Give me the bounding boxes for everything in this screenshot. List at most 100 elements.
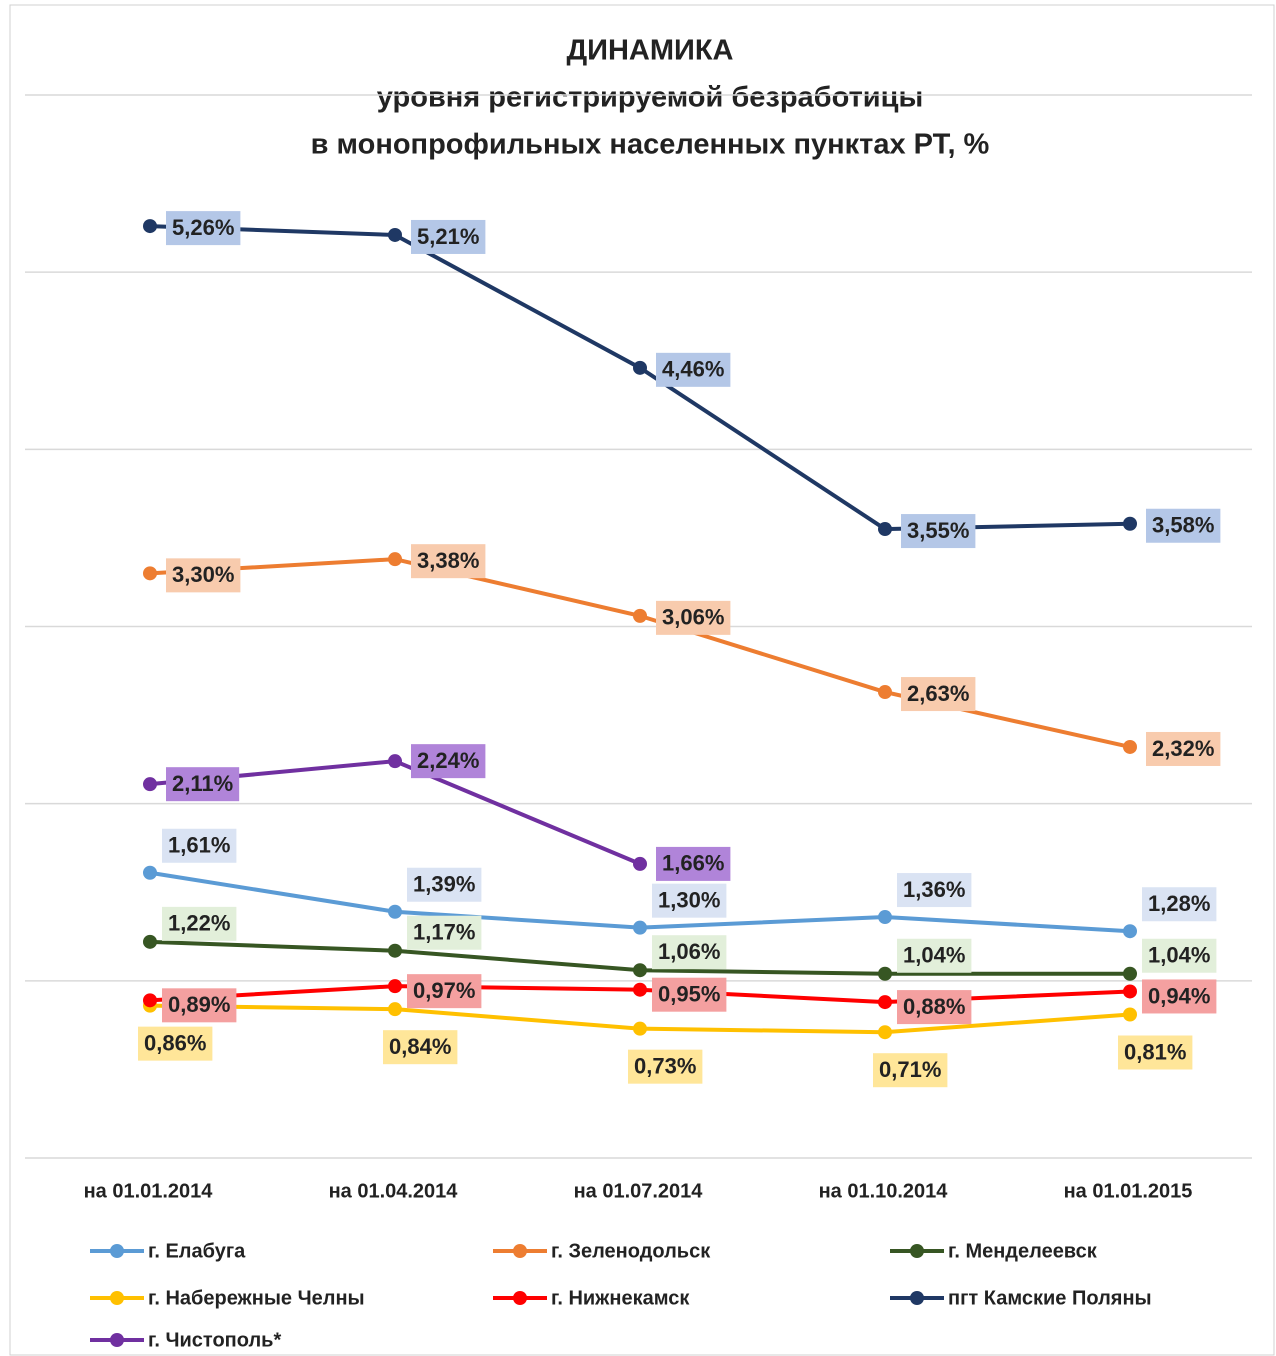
data-point: [143, 777, 157, 792]
legend-marker: [513, 1291, 527, 1305]
data-label-group: 2,24%: [411, 744, 486, 779]
data-label: 2,24%: [417, 748, 479, 773]
data-label: 3,58%: [1152, 513, 1214, 538]
x-tick-label: на 01.01.2014: [84, 1180, 214, 1202]
data-label-group: 1,30%: [652, 883, 727, 918]
data-label-group: 1,39%: [407, 867, 482, 902]
legend-marker: [513, 1244, 527, 1258]
data-label: 2,32%: [1152, 736, 1214, 761]
data-label: 4,46%: [662, 357, 724, 382]
data-label: 1,36%: [903, 877, 965, 902]
data-label-group: 1,61%: [162, 828, 237, 863]
data-label: 3,55%: [907, 518, 969, 543]
data-label-box: [407, 915, 482, 950]
data-label-box: [656, 352, 731, 387]
legend-marker: [110, 1333, 124, 1347]
data-label: 3,30%: [172, 562, 234, 587]
data-label: 0,89%: [168, 992, 230, 1017]
data-point: [878, 522, 892, 537]
data-label: 3,38%: [417, 548, 479, 573]
data-label-box: [652, 935, 727, 970]
data-label-box: [1142, 938, 1217, 973]
data-label-box: [1146, 731, 1221, 766]
data-label: 1,61%: [168, 833, 230, 858]
data-label: 1,39%: [413, 872, 475, 897]
x-tick-label: на 01.10.2014: [819, 1180, 949, 1202]
data-label: 1,17%: [413, 920, 475, 945]
data-label-box: [166, 558, 241, 593]
data-label-group: 3,38%: [411, 544, 486, 579]
data-label-group: 1,36%: [897, 873, 972, 908]
x-tick-label: на 01.07.2014: [574, 1180, 704, 1202]
data-point: [1123, 984, 1137, 999]
data-label-box: [897, 990, 972, 1025]
data-label-group: 1,66%: [656, 846, 731, 881]
data-label-box: [162, 906, 237, 941]
data-point: [1123, 966, 1137, 981]
data-point: [1123, 516, 1137, 531]
data-point: [878, 1025, 892, 1040]
data-point: [878, 910, 892, 925]
data-label-box: [1142, 979, 1217, 1014]
data-label-group: 3,58%: [1146, 508, 1221, 543]
data-label-group: 1,28%: [1142, 887, 1217, 922]
data-label-box: [873, 1053, 948, 1088]
data-label-box: [901, 514, 976, 549]
data-label: 0,88%: [903, 994, 965, 1019]
data-label: 1,66%: [662, 851, 724, 876]
data-label: 0,97%: [413, 978, 475, 1003]
data-label-group: 0,89%: [162, 988, 237, 1023]
data-label-box: [656, 846, 731, 881]
data-point: [143, 865, 157, 880]
data-label-box: [138, 1026, 213, 1061]
data-label-group: 1,22%: [162, 906, 237, 941]
data-point: [633, 963, 647, 978]
data-label-group: 1,04%: [1142, 938, 1217, 973]
data-label-group: 0,95%: [652, 977, 727, 1012]
legend-label: г. Чистополь*: [148, 1329, 281, 1351]
data-point: [633, 608, 647, 623]
legend-label: г. Нижнекамск: [551, 1287, 690, 1309]
data-label-box: [383, 1030, 458, 1065]
legend-label: г. Набережные Челны: [148, 1287, 365, 1309]
data-point: [633, 360, 647, 375]
data-label-box: [162, 828, 237, 863]
data-label-group: 1,04%: [897, 938, 972, 973]
chart-subtitle: в монопрофильных населенных пунктах РТ, …: [311, 129, 990, 161]
data-label-group: 5,26%: [166, 211, 241, 246]
data-point: [633, 982, 647, 997]
data-label-box: [652, 977, 727, 1012]
data-point: [1123, 739, 1137, 754]
data-label-box: [901, 677, 976, 712]
data-label-group: 3,55%: [901, 514, 976, 549]
data-label: 3,06%: [662, 605, 724, 630]
chart-title: ДИНАМИКА: [566, 35, 733, 67]
data-label-group: 0,81%: [1118, 1035, 1193, 1070]
data-label: 2,11%: [172, 771, 233, 796]
data-point: [1123, 1007, 1137, 1022]
data-label-group: 1,17%: [407, 915, 482, 950]
data-label: 0,84%: [389, 1034, 451, 1059]
legend-marker: [910, 1291, 924, 1305]
data-label: 1,04%: [903, 943, 965, 968]
data-label-box: [407, 867, 482, 902]
data-label-group: 0,97%: [407, 974, 482, 1009]
data-label-box: [411, 744, 486, 779]
data-label-group: 3,30%: [166, 558, 241, 593]
data-label-group: 0,84%: [383, 1030, 458, 1065]
data-point: [143, 993, 157, 1008]
data-label-group: 0,71%: [873, 1053, 948, 1088]
data-point: [388, 1002, 402, 1017]
data-label: 0,86%: [144, 1030, 206, 1055]
legend-label: г. Менделеевск: [948, 1240, 1098, 1262]
data-label-box: [411, 219, 486, 254]
legend-label: г. Зеленодольск: [551, 1240, 711, 1262]
data-label: 0,94%: [1148, 983, 1210, 1008]
data-label-group: 1,06%: [652, 935, 727, 970]
data-label-group: 5,21%: [411, 219, 486, 254]
data-label: 5,26%: [172, 215, 234, 240]
data-label: 1,04%: [1148, 943, 1210, 968]
data-label: 0,95%: [658, 982, 720, 1007]
data-label-box: [652, 883, 727, 918]
